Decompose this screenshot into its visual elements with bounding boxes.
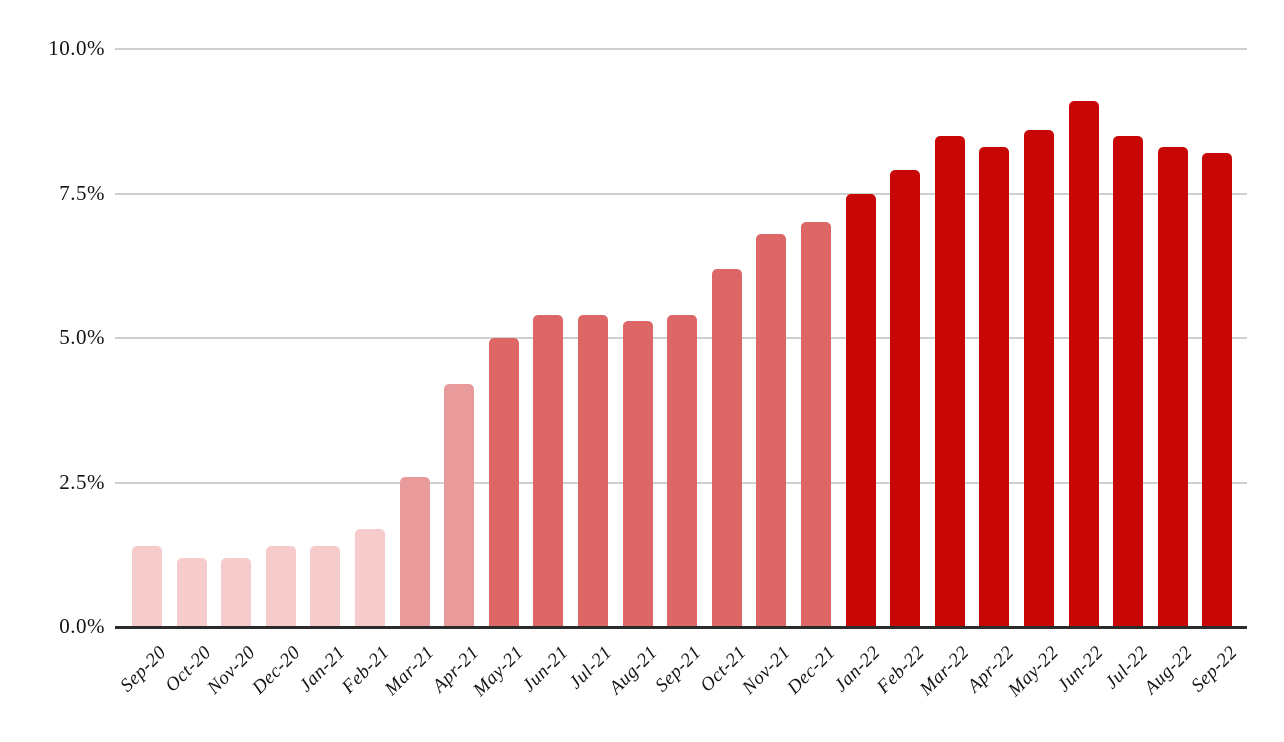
bar-Apr-21	[444, 384, 475, 627]
y-tick-label-2.5%: 2.5%	[59, 469, 105, 494]
x-tick-label-Nov-21: Nov-21	[738, 642, 796, 699]
x-tick-label-Aug-22: Aug-22	[1140, 642, 1197, 699]
bar-Oct-21	[711, 268, 742, 627]
bar-Jan-21	[310, 546, 341, 627]
x-tick-label-Mar-21: Mar-21	[380, 642, 439, 700]
bar-Jun-21	[533, 314, 564, 627]
bar-Sep-20	[132, 546, 162, 627]
bar-Sep-21	[667, 314, 698, 627]
bar-Feb-21	[355, 528, 385, 627]
y-tick-label-0.0%: 0.0%	[59, 614, 105, 638]
bar-Oct-20	[176, 557, 207, 627]
bar-Jul-21	[578, 314, 608, 627]
y-tick-label-10.0%: 10.0%	[48, 36, 105, 60]
bar-Aug-21	[622, 320, 653, 627]
bar-Dec-20	[265, 546, 296, 627]
bar-Dec-21	[801, 222, 831, 627]
x-tick-label-Dec-20: Dec-20	[248, 642, 305, 699]
x-tick-label-Aug-21: Aug-21	[604, 642, 662, 699]
bar-Mar-22	[934, 135, 965, 627]
x-tick-label-Sep-22: Sep-22	[1186, 642, 1242, 697]
x-tick-label-Jan-22: Jan-22	[830, 642, 885, 697]
bar-Feb-22	[890, 170, 921, 627]
bar-Apr-22	[979, 147, 1010, 627]
x-tick-label-Jan-21: Jan-21	[294, 642, 350, 697]
y-tick-label-7.5%: 7.5%	[59, 180, 105, 205]
bar-Jun-22	[1068, 101, 1099, 627]
bar-Nov-21	[756, 233, 787, 627]
gridline-10.0%	[115, 48, 1247, 50]
x-tick-label-Jun-21: Jun-21	[517, 642, 573, 697]
x-tick-label-Nov-20: Nov-20	[203, 642, 261, 699]
bar-Aug-22	[1157, 147, 1188, 627]
bar-Sep-22	[1202, 153, 1233, 627]
x-tick-label-Sep-21: Sep-21	[651, 642, 707, 697]
bar-Jan-22	[845, 193, 876, 627]
x-tick-label-Jun-22: Jun-22	[1053, 642, 1108, 697]
gridline-7.5%	[115, 192, 1247, 195]
x-tick-label-Dec-21: Dec-21	[783, 642, 840, 699]
bar-May-22	[1024, 129, 1054, 627]
x-axis-line	[115, 626, 1247, 629]
bar-Nov-20	[221, 557, 252, 627]
x-tick-label-Sep-20: Sep-20	[116, 642, 171, 697]
bar-May-21	[488, 338, 519, 627]
y-tick-label-5.0%: 5.0%	[59, 325, 105, 349]
bar-Jul-22	[1113, 135, 1144, 627]
x-tick-label-Mar-22: Mar-22	[915, 642, 974, 700]
bar-Mar-21	[399, 476, 430, 627]
